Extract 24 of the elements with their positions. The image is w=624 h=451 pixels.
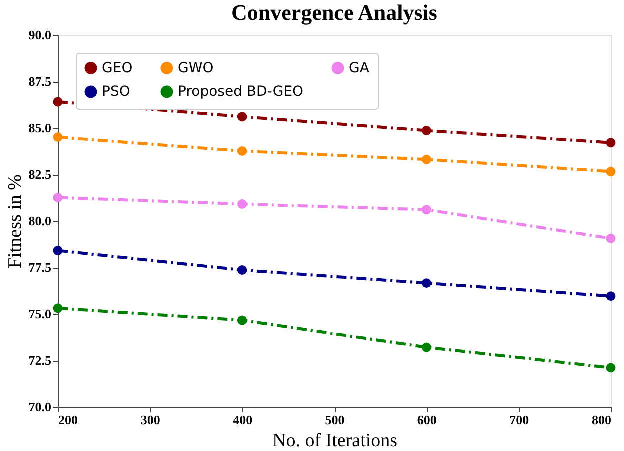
y-tick-label: 72.5 [28,353,52,368]
x-tick-label: 200 [58,412,78,428]
x-tick-label: 300 [140,412,160,428]
x-tick-label: 400 [233,412,253,428]
y-tick-label: 70.0 [28,400,52,414]
x-axis-title: No. of Iterations [272,430,398,451]
legend-label: Proposed BD-GEO [178,84,304,100]
x-tick-label: 800 [592,412,612,428]
y-tick-label: 87.5 [28,74,52,89]
y-tick-label: 75.0 [28,306,52,322]
y-tick-label: 80.0 [28,214,52,228]
y-tick-label: 90.0 [28,28,52,42]
chart-title: Convergence Analysis [232,0,438,25]
y-tick-label: 82.5 [28,167,52,182]
x-tick-label: 600 [417,412,437,428]
x-tick-label: 700 [510,412,530,428]
x-tick-label: 500 [325,412,345,428]
y-tick-label: 77.5 [28,260,52,275]
y-axis-title: Fitness in % [4,174,26,268]
legend-label: GEO [102,60,133,76]
y-tick-label: 85.0 [28,120,52,136]
legend-label: GWO [178,60,214,76]
legend-label: PSO [102,84,130,100]
legend-label: GA [349,60,370,76]
